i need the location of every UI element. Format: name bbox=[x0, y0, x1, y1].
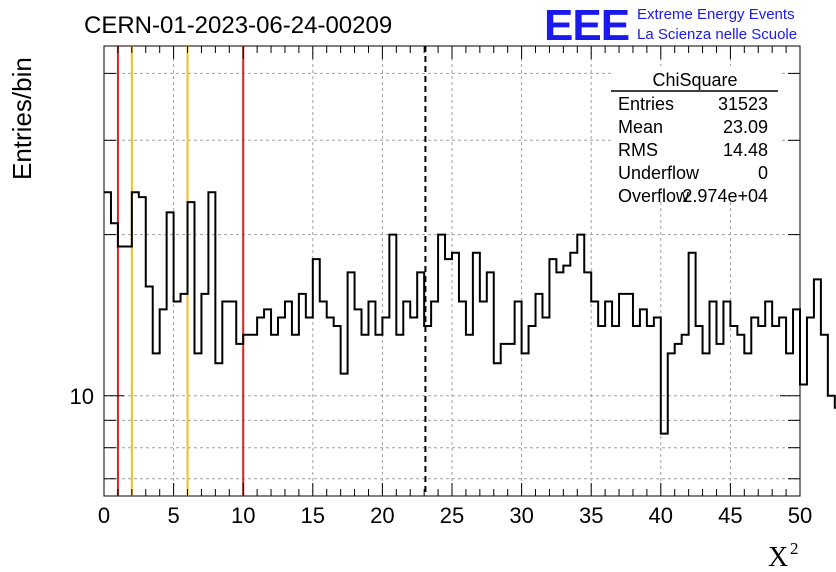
stats-label-rms: RMS bbox=[618, 140, 658, 160]
grid-layer bbox=[104, 46, 800, 496]
x-tick-label: 10 bbox=[231, 503, 255, 528]
stats-box-title: ChiSquare bbox=[652, 70, 737, 90]
stats-box: ChiSquare Entries 31523 Mean 23.09 RMS 1… bbox=[611, 66, 779, 206]
y-axis-label: Entries/bin bbox=[7, 57, 37, 180]
x-tick-label: 5 bbox=[167, 503, 179, 528]
histogram-layer bbox=[104, 191, 836, 435]
eee-logo: EEE Extreme Energy Events La Scienza nel… bbox=[544, 1, 797, 50]
run-title: CERN-01-2023-06-24-00209 bbox=[84, 12, 392, 39]
logo-line1: Extreme Energy Events bbox=[637, 6, 795, 23]
x-axis-label-superscript: 2 bbox=[790, 539, 799, 558]
x-tick-label: 40 bbox=[649, 503, 673, 528]
x-tick-label: 50 bbox=[788, 503, 812, 528]
x-axis-label: X 2 bbox=[768, 539, 799, 572]
stats-value-underflow: 0 bbox=[758, 163, 768, 183]
tick-layer: 0 5 10 15 20 25 30 35 40 45 50 10 bbox=[70, 46, 812, 528]
x-tick-label: 30 bbox=[509, 503, 533, 528]
x-tick-label: 25 bbox=[440, 503, 464, 528]
stats-value-overflow: 2.974e+04 bbox=[682, 186, 768, 206]
logo-line2: La Scienza nelle Scuole bbox=[637, 26, 797, 43]
y-tick-label: 10 bbox=[70, 384, 94, 409]
stats-box-background bbox=[611, 66, 779, 200]
histogram-outline bbox=[104, 191, 836, 435]
x-tick-label: 0 bbox=[98, 503, 110, 528]
stats-label-mean: Mean bbox=[618, 117, 663, 137]
stats-label-overflow: Overflow bbox=[618, 186, 690, 206]
logo-text: EEE bbox=[544, 1, 629, 50]
x-tick-label: 35 bbox=[579, 503, 603, 528]
stats-value-entries: 31523 bbox=[718, 94, 768, 114]
marker-layer bbox=[116, 46, 427, 496]
stats-label-underflow: Underflow bbox=[618, 163, 700, 183]
stats-label-entries: Entries bbox=[618, 94, 674, 114]
x-tick-label: 20 bbox=[370, 503, 394, 528]
x-tick-label: 45 bbox=[718, 503, 742, 528]
x-axis-label-main: X bbox=[768, 542, 788, 572]
stats-value-mean: 23.09 bbox=[723, 117, 768, 137]
stats-value-rms: 14.48 bbox=[723, 140, 768, 160]
x-tick-label: 15 bbox=[301, 503, 325, 528]
